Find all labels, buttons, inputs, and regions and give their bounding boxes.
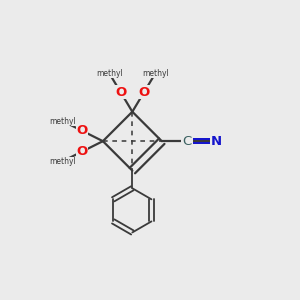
- Text: methyl: methyl: [96, 69, 122, 78]
- Text: methyl: methyl: [49, 116, 76, 125]
- Text: N: N: [211, 135, 222, 148]
- Text: methyl: methyl: [142, 69, 169, 78]
- Text: O: O: [115, 85, 126, 98]
- Text: O: O: [77, 145, 88, 158]
- Text: C: C: [182, 135, 191, 148]
- Text: O: O: [139, 85, 150, 98]
- Text: O: O: [77, 124, 88, 137]
- Text: methyl: methyl: [49, 157, 76, 166]
